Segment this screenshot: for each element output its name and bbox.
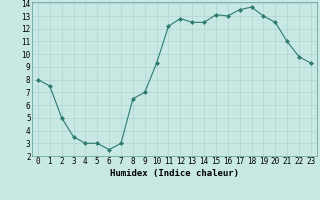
X-axis label: Humidex (Indice chaleur): Humidex (Indice chaleur) [110,169,239,178]
